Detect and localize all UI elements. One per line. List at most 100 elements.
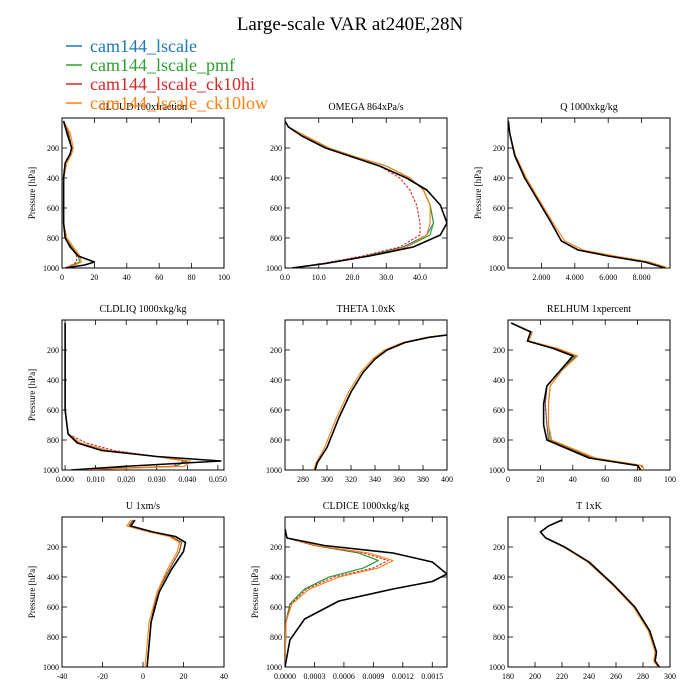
series-line-0 bbox=[510, 322, 642, 470]
x-tick-label: 280 bbox=[637, 672, 649, 681]
x-tick-label: 40 bbox=[123, 273, 131, 282]
panel-title: T 1xK bbox=[576, 501, 602, 512]
x-tick-label: 340 bbox=[369, 475, 381, 484]
x-tick-label: 280 bbox=[297, 475, 309, 484]
y-tick-label: 800 bbox=[47, 234, 59, 243]
y-tick-label: 400 bbox=[47, 174, 59, 183]
x-tick-label: 40 bbox=[220, 672, 228, 681]
y-tick-label: 200 bbox=[47, 543, 59, 552]
x-tick-label: 20 bbox=[180, 672, 188, 681]
panel-title: CLDICE 1000xkg/kg bbox=[323, 501, 409, 512]
panel-title: Q 1000xkg/kg bbox=[560, 102, 618, 113]
x-tick-label: 80 bbox=[188, 273, 196, 282]
y-tick-label: 1000 bbox=[266, 663, 282, 672]
panel-title: OMEGA 864xPa/s bbox=[328, 102, 403, 113]
y-axis-label: Pressure [hPa] bbox=[27, 566, 37, 618]
y-tick-label: 1000 bbox=[266, 264, 282, 273]
y-tick-label: 200 bbox=[493, 144, 505, 153]
y-tick-label: 200 bbox=[47, 144, 59, 153]
x-tick-label: 0.0012 bbox=[392, 672, 414, 681]
x-tick-label: 10.0 bbox=[312, 273, 326, 282]
panel-title: RELHUM 1xpercent bbox=[547, 304, 631, 315]
y-tick-label: 1000 bbox=[489, 663, 505, 672]
y-tick-label: 600 bbox=[493, 406, 505, 415]
y-tick-label: 1000 bbox=[43, 663, 59, 672]
y-axis-label: Pressure [hPa] bbox=[27, 369, 37, 421]
x-tick-label: 0.0015 bbox=[421, 672, 443, 681]
y-tick-label: 600 bbox=[493, 603, 505, 612]
y-tick-label: 800 bbox=[270, 633, 282, 642]
panel-3: CLDLIQ 1000xkg/kg Pressure [hPa] 200 400 600… bbox=[27, 304, 227, 484]
x-tick-label: 0.020 bbox=[117, 475, 135, 484]
x-tick-label: 0.050 bbox=[209, 475, 227, 484]
y-tick-label: 200 bbox=[493, 543, 505, 552]
x-tick-label: 60 bbox=[155, 273, 163, 282]
y-axis-label: Pressure [hPa] bbox=[473, 167, 483, 219]
x-tick-label: 220 bbox=[556, 672, 568, 681]
x-tick-label: 100 bbox=[664, 475, 676, 484]
y-tick-label: 800 bbox=[47, 633, 59, 642]
series-line-0 bbox=[285, 528, 447, 667]
y-tick-label: 800 bbox=[47, 436, 59, 445]
y-tick-label: 800 bbox=[270, 436, 282, 445]
y-axis-label: Pressure [hPa] bbox=[27, 167, 37, 219]
x-tick-label: 0 bbox=[141, 672, 145, 681]
panel-2: Q 1000xkg/kg Pressure [hPa] 200 400 600 800 10… bbox=[473, 102, 671, 282]
x-tick-label: 80 bbox=[634, 475, 642, 484]
x-tick-label: 40.0 bbox=[413, 273, 427, 282]
series-line-0 bbox=[62, 120, 96, 268]
x-tick-label: 40 bbox=[569, 475, 577, 484]
y-tick-label: 600 bbox=[47, 204, 59, 213]
y-tick-label: 400 bbox=[270, 174, 282, 183]
series-line-0 bbox=[508, 120, 666, 268]
series-line-0 bbox=[285, 120, 447, 268]
series-line-4 bbox=[285, 528, 394, 667]
series-line-0 bbox=[130, 519, 187, 667]
x-tick-label: 4.000 bbox=[566, 273, 584, 282]
y-tick-label: 600 bbox=[270, 603, 282, 612]
panel-title: THETA 1.0xK bbox=[337, 304, 396, 315]
series-line-3 bbox=[285, 120, 421, 268]
plot-frame bbox=[61, 117, 225, 269]
plot-frame bbox=[507, 117, 671, 269]
x-tick-label: 200 bbox=[529, 672, 541, 681]
plot-frame bbox=[507, 319, 671, 471]
x-tick-label: 0 bbox=[506, 475, 510, 484]
x-tick-label: 360 bbox=[393, 475, 405, 484]
series-line-4 bbox=[126, 519, 180, 667]
plot-frame bbox=[284, 319, 448, 471]
x-tick-label: 380 bbox=[417, 475, 429, 484]
y-tick-label: 1000 bbox=[489, 264, 505, 273]
x-tick-label: 30.0 bbox=[379, 273, 393, 282]
y-tick-label: 400 bbox=[493, 376, 505, 385]
y-tick-label: 1000 bbox=[43, 466, 59, 475]
x-tick-label: 100 bbox=[218, 273, 230, 282]
x-tick-label: 6.000 bbox=[599, 273, 617, 282]
y-tick-label: 400 bbox=[47, 376, 59, 385]
x-tick-label: -20 bbox=[97, 672, 108, 681]
x-tick-label: -40 bbox=[57, 672, 68, 681]
y-tick-label: 600 bbox=[47, 406, 59, 415]
plot-frame bbox=[284, 117, 448, 269]
x-tick-label: 20 bbox=[90, 273, 98, 282]
plot-frame bbox=[284, 516, 448, 668]
y-tick-label: 800 bbox=[493, 633, 505, 642]
x-tick-label: 0.0003 bbox=[303, 672, 325, 681]
x-tick-label: 240 bbox=[583, 672, 595, 681]
y-tick-label: 400 bbox=[493, 573, 505, 582]
plot-frame bbox=[61, 319, 225, 471]
legend-label: cam144_lscale_ck10hi bbox=[90, 74, 255, 94]
series-line-0 bbox=[539, 519, 660, 667]
x-tick-label: 60 bbox=[601, 475, 609, 484]
series-line-0 bbox=[64, 323, 222, 470]
x-tick-label: 0.0006 bbox=[333, 672, 355, 681]
y-tick-label: 600 bbox=[270, 406, 282, 415]
panel-title: CLDLIQ 1000xkg/kg bbox=[100, 304, 187, 315]
x-tick-label: 20.0 bbox=[346, 273, 360, 282]
